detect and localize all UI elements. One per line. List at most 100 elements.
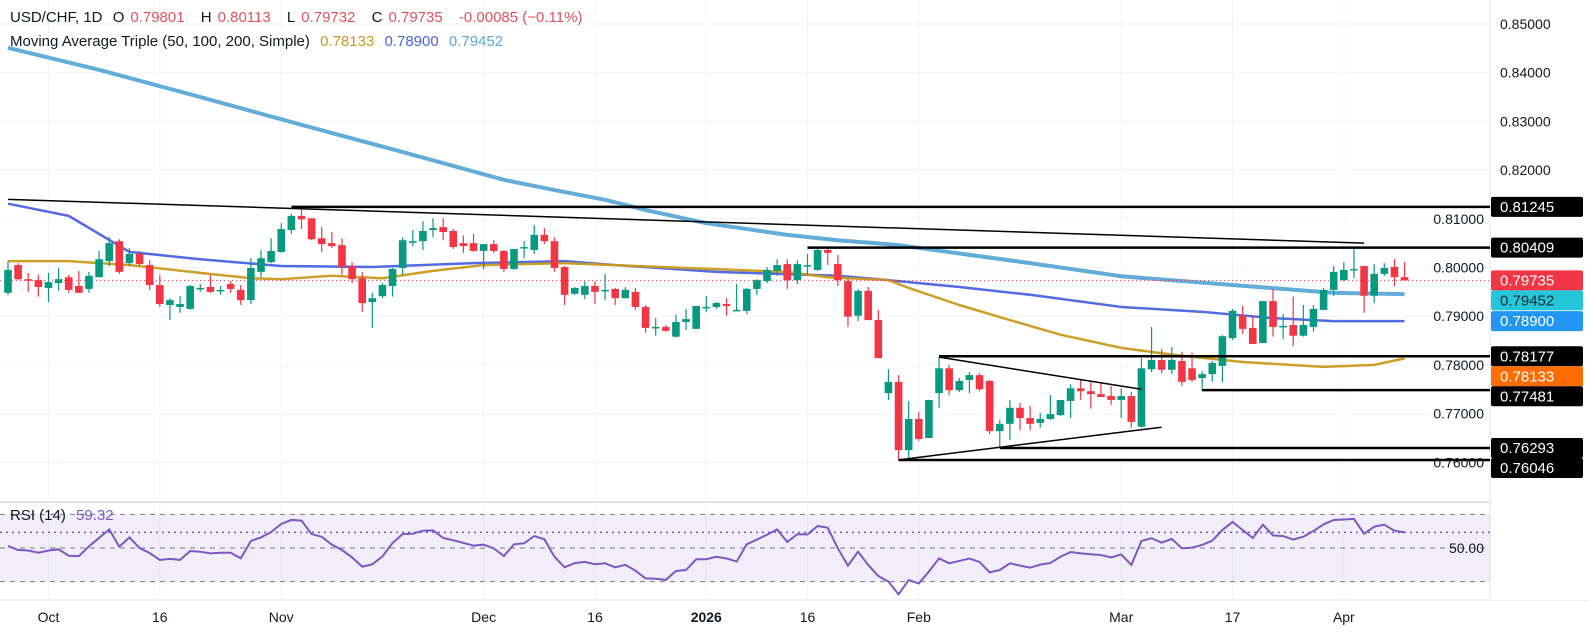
candle-body (864, 290, 872, 321)
candle-body (1198, 374, 1206, 379)
candle-body (176, 304, 184, 307)
candle-body (1238, 315, 1247, 329)
price-label-bg (1491, 366, 1583, 387)
candle (692, 305, 700, 329)
candle (985, 379, 994, 435)
candle (95, 250, 103, 278)
candle (793, 260, 802, 285)
candle (975, 373, 984, 392)
candle (1279, 313, 1287, 340)
candle-body (4, 269, 12, 293)
candle-body (641, 306, 650, 328)
trendline[interactable] (7, 198, 1365, 244)
candle-body (1208, 362, 1217, 375)
time-tick-label: Mar (1109, 609, 1133, 625)
price-tick-label: 0.79000 (1433, 308, 1484, 324)
candle-body (702, 306, 711, 309)
candle-body (479, 244, 488, 251)
candle-body (1299, 324, 1308, 336)
candle-body (1329, 271, 1338, 290)
drawings[interactable] (7, 198, 1490, 462)
ma50-value: 0.78133 (320, 33, 375, 50)
candle-body (692, 305, 700, 329)
candle (1107, 385, 1115, 405)
candle-body (682, 319, 690, 323)
candle-body (1168, 360, 1176, 370)
candle-body (348, 266, 356, 280)
candle-body (328, 243, 336, 247)
candle-body (1147, 360, 1156, 370)
candle (581, 281, 589, 300)
candle (1076, 379, 1085, 400)
candle-body (500, 250, 508, 269)
candle-body (429, 228, 437, 231)
candle (348, 262, 356, 284)
candle (105, 236, 113, 267)
candle-body (14, 265, 22, 280)
time-tick-label: 17 (1225, 609, 1241, 625)
time-tick-label: Oct (38, 609, 60, 625)
candle (823, 248, 832, 266)
candle-body (884, 381, 893, 394)
candle-body (753, 280, 761, 289)
candle (925, 399, 933, 438)
candle-body (1097, 394, 1105, 398)
price-tick-label: 0.80000 (1433, 260, 1484, 276)
candle (803, 253, 812, 275)
candle (398, 237, 407, 275)
rsi-legend-value: 59.32 (76, 507, 114, 524)
candle (651, 318, 660, 336)
candle (1390, 259, 1399, 287)
candle-body (186, 286, 194, 309)
candle-body (975, 375, 984, 390)
price-axis[interactable]: 0.85000 0.84000 0.83000 0.82000 0.81000 0.800… (1433, 0, 1589, 600)
ohlc-open: O 0.79801 (113, 9, 191, 26)
time-tick-label: Feb (907, 609, 931, 625)
candle-body (85, 275, 93, 289)
candle (166, 298, 174, 321)
ohlc-open-value: 0.79801 (130, 9, 185, 26)
candle-body (1228, 310, 1237, 339)
rsi-legend-title[interactable]: RSI (14) (10, 507, 66, 524)
ma100-value: 0.78900 (384, 33, 439, 50)
candle-body (1006, 407, 1014, 424)
candle-body (1309, 308, 1318, 327)
price-label: 0.80409 (1500, 240, 1554, 257)
candle (1127, 392, 1136, 428)
candle (125, 248, 134, 267)
candle (257, 249, 265, 278)
candle-body (378, 285, 387, 297)
candle-body (1076, 388, 1085, 392)
candle-body (1066, 388, 1075, 401)
ma-legend: Moving Average Triple (50, 100, 200, Sim… (10, 33, 509, 50)
price-label: 0.81245 (1500, 199, 1554, 216)
trendline[interactable] (938, 356, 1142, 390)
candle-body (75, 286, 83, 293)
candle-body (722, 304, 731, 306)
ma-legend-title[interactable]: Moving Average Triple (50, 100, 200, Sim… (10, 33, 310, 50)
candle (247, 258, 255, 305)
candle-body (1056, 399, 1065, 416)
time-tick-label: Nov (269, 609, 294, 625)
candle-body (1036, 418, 1045, 423)
candle-body (1370, 273, 1378, 296)
candle-body (1350, 268, 1358, 271)
candle (722, 298, 731, 316)
time-axis[interactable]: Oct 16 Nov Dec 16 2026 16 Feb Mar 17 Apr (38, 609, 1355, 625)
candle-body (287, 215, 296, 231)
candle (338, 238, 346, 275)
candle-body (672, 322, 680, 337)
candle-body (1340, 269, 1348, 281)
candle (520, 241, 528, 259)
symbol-title[interactable]: USD/CHF, 1D (10, 9, 103, 26)
candle (904, 400, 913, 460)
symbol-legend: USD/CHF, 1D O 0.79801 H 0.80113 L 0.79732 C… (10, 9, 588, 26)
trendline[interactable] (898, 426, 1162, 461)
candle-body (1400, 277, 1409, 281)
candle (1350, 248, 1358, 279)
ma200-line (7, 45, 1405, 297)
price-label: 0.77481 (1500, 388, 1554, 405)
candle-body (763, 269, 771, 282)
candle-body (156, 285, 164, 305)
